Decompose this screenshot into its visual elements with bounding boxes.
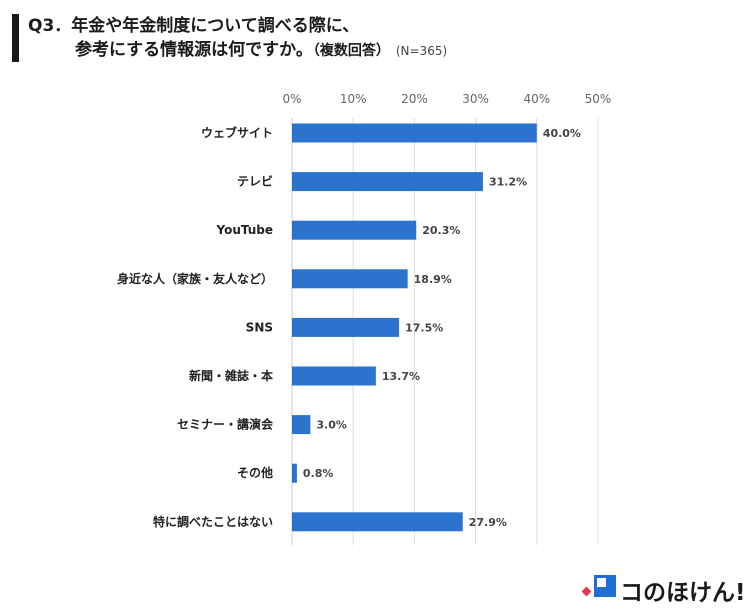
- category-label: SNS: [246, 320, 273, 334]
- category-label: 新聞・雑誌・本: [189, 368, 273, 383]
- bar: [292, 463, 297, 483]
- x-tick-label: 40%: [523, 92, 550, 106]
- category-label: YouTube: [215, 223, 273, 237]
- bar: [292, 317, 400, 337]
- bar: [292, 123, 537, 143]
- bar: [292, 415, 311, 435]
- brand-logo-notch: [597, 578, 606, 587]
- brand-logo: コのほけん!: [580, 570, 746, 606]
- x-tick-label: 0%: [282, 92, 301, 106]
- data-label: 13.7%: [382, 370, 420, 383]
- title-subtitle: （複数回答）: [312, 43, 390, 59]
- category-label: セミナー・講演会: [177, 417, 274, 432]
- data-label: 20.3%: [422, 224, 460, 237]
- x-tick-label: 50%: [585, 92, 612, 106]
- data-label: 40.0%: [543, 127, 581, 140]
- category-label: 身近な人（家族・友人など）: [117, 271, 273, 286]
- x-tick-label: 30%: [462, 92, 489, 106]
- x-tick-label: 10%: [340, 92, 367, 106]
- category-label: テレビ: [237, 174, 273, 189]
- title-line-1: Q3．年金や年金制度について調べる際に、: [28, 16, 360, 36]
- bar: [292, 269, 408, 289]
- x-tick-label: 20%: [401, 92, 428, 106]
- category-label: その他: [237, 465, 273, 480]
- data-label: 0.8%: [303, 467, 334, 480]
- bar: [292, 366, 376, 386]
- brand-logo-red-diamond: [581, 586, 592, 597]
- title-accent-bar: [12, 14, 19, 62]
- brand-logo-icon: [581, 575, 616, 597]
- data-label: 18.9%: [414, 273, 452, 286]
- data-label: 27.9%: [469, 516, 507, 529]
- data-label: 17.5%: [405, 321, 443, 334]
- bar: [292, 220, 417, 240]
- category-label: ウェブサイト: [201, 125, 273, 140]
- data-label: 31.2%: [489, 176, 527, 189]
- data-label: 3.0%: [316, 419, 347, 432]
- brand-name: コのほけん!: [620, 580, 746, 606]
- sample-size: (N=365): [395, 44, 448, 58]
- bar: [292, 512, 463, 532]
- category-label: 特に調べたことはない: [153, 514, 273, 529]
- bar: [292, 172, 483, 192]
- chart-title: Q3．年金や年金制度について調べる際に、 参考にする情報源は何ですか。（複数回答…: [28, 14, 447, 63]
- title-line-2-text: 参考にする情報源は何ですか。: [75, 40, 313, 60]
- title-line-2: 参考にする情報源は何ですか。（複数回答） (N=365): [28, 38, 447, 63]
